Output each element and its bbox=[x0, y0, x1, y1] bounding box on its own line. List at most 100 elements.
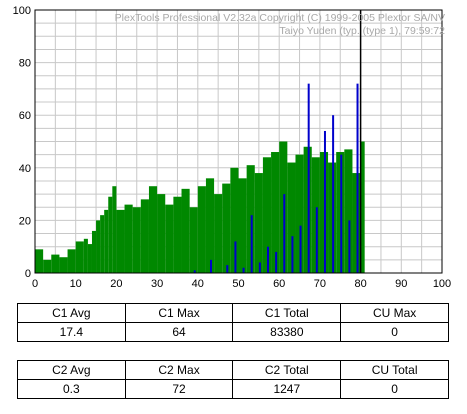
c1-bar bbox=[157, 194, 166, 273]
c2-bar bbox=[332, 115, 335, 273]
c2-bar bbox=[193, 270, 196, 273]
c1-bar bbox=[262, 157, 272, 273]
c1-avg-value: 17.4 bbox=[17, 322, 126, 342]
c1-bar bbox=[222, 183, 231, 273]
x-tick-label: 10 bbox=[70, 278, 82, 290]
c1-bar bbox=[197, 186, 206, 273]
c2-bar bbox=[258, 262, 261, 273]
c1-bar bbox=[173, 196, 182, 273]
c2-avg-header: C2 Avg bbox=[17, 360, 126, 380]
x-tick-label: 50 bbox=[232, 278, 244, 290]
c2-bar bbox=[323, 130, 326, 273]
c2-bar bbox=[250, 215, 253, 273]
c1-bar bbox=[205, 178, 215, 273]
chart-axes bbox=[34, 9, 443, 274]
c2-total-header: C2 Total bbox=[232, 360, 342, 380]
c1-avg-header: C1 Avg bbox=[17, 303, 126, 323]
x-tick-label: 80 bbox=[354, 278, 366, 290]
y-tick-label: 40 bbox=[19, 163, 31, 175]
error-rate-chart: PlexTools Professional V2.32a Copyright … bbox=[13, 5, 452, 290]
header-line-2: Taiyo Yuden (typ. (type 1), 79:59:72 bbox=[279, 25, 445, 37]
c1-stats-table: C1 Avg C1 Max C1 Total CU Max 17.4 64 83… bbox=[17, 303, 449, 342]
c1-bar bbox=[140, 199, 149, 273]
x-tick-label: 90 bbox=[395, 278, 407, 290]
c1-bar bbox=[108, 196, 113, 273]
c2-bar bbox=[234, 241, 237, 273]
c1-bar bbox=[287, 162, 296, 273]
c2-bar bbox=[226, 265, 229, 273]
c2-stats-table: C2 Avg C2 Max C2 Total CU Total 0.3 72 1… bbox=[17, 360, 449, 399]
cu-total-value: 0 bbox=[340, 379, 449, 399]
c1-bar bbox=[189, 207, 198, 273]
c1-bar bbox=[295, 154, 304, 273]
c1-bar bbox=[91, 230, 97, 273]
c1-bar bbox=[87, 244, 92, 273]
c1-bar bbox=[51, 254, 60, 273]
c2-value-row: 0.3 72 1247 0 bbox=[17, 379, 449, 399]
x-tick-label: 100 bbox=[433, 278, 451, 290]
c1-bar bbox=[165, 204, 174, 273]
c1-bar bbox=[83, 238, 88, 273]
c2-bar bbox=[210, 259, 213, 273]
c2-bar bbox=[242, 267, 245, 273]
x-tick-label: 30 bbox=[151, 278, 163, 290]
y-tick-label: 0 bbox=[25, 268, 31, 280]
c2-bar bbox=[291, 236, 294, 273]
c1-max-value: 64 bbox=[124, 322, 234, 342]
c1-total-value: 83380 bbox=[232, 322, 342, 342]
c2-bar bbox=[266, 246, 269, 273]
x-tick-label: 20 bbox=[110, 278, 122, 290]
c1-bar bbox=[148, 186, 158, 273]
c1-bar bbox=[214, 194, 223, 273]
c2-error-series bbox=[193, 83, 359, 273]
c1-bar bbox=[246, 165, 255, 273]
c1-bar bbox=[59, 257, 68, 273]
c2-bar bbox=[315, 207, 318, 273]
c1-header-row: C1 Avg C1 Max C1 Total CU Max bbox=[17, 303, 449, 323]
c1-bar bbox=[67, 249, 76, 273]
tick-labels: 0 10 20 30 40 50 60 70 80 90 100 0 20 40 60 80 100 bbox=[13, 5, 452, 290]
y-tick-label: 80 bbox=[19, 58, 31, 70]
x-tick-label: 60 bbox=[273, 278, 285, 290]
c2-max-header: C2 Max bbox=[124, 360, 234, 380]
c1-bar bbox=[132, 207, 141, 273]
c1-bar bbox=[116, 209, 125, 273]
c2-total-value: 1247 bbox=[232, 379, 342, 399]
c1-value-row: 17.4 64 83380 0 bbox=[17, 322, 449, 342]
c1-bar bbox=[254, 173, 263, 273]
c2-bar bbox=[348, 220, 351, 273]
c2-bar bbox=[299, 225, 302, 273]
x-tick-label: 40 bbox=[192, 278, 204, 290]
x-tick-label: 70 bbox=[314, 278, 326, 290]
c1-bar bbox=[124, 204, 133, 273]
c2-bar bbox=[283, 194, 286, 273]
c1-bar bbox=[271, 152, 280, 273]
x-tick-label: 0 bbox=[32, 278, 38, 290]
c1-bar bbox=[96, 220, 101, 273]
c1-bar bbox=[104, 209, 109, 273]
c1-bar bbox=[181, 188, 190, 273]
c1-bar bbox=[35, 249, 44, 273]
c1-bar bbox=[43, 259, 52, 273]
cu-total-header: CU Total bbox=[340, 360, 449, 380]
c2-bar bbox=[340, 154, 343, 273]
c1-bar bbox=[100, 215, 105, 273]
c2-bar bbox=[356, 83, 359, 273]
c1-bar bbox=[360, 141, 365, 273]
c1-bar bbox=[344, 149, 353, 273]
c1-bar bbox=[112, 186, 117, 273]
cu-max-header: CU Max bbox=[340, 303, 449, 323]
c2-avg-value: 0.3 bbox=[17, 379, 126, 399]
header-line-1: PlexTools Professional V2.32a Copyright … bbox=[115, 12, 445, 24]
c1-total-header: C1 Total bbox=[232, 303, 342, 323]
c2-max-value: 72 bbox=[124, 379, 234, 399]
plot-frame bbox=[34, 9, 443, 274]
c2-bar bbox=[275, 251, 278, 273]
c2-bar bbox=[307, 83, 310, 273]
y-tick-label: 20 bbox=[19, 215, 31, 227]
y-tick-label: 60 bbox=[19, 110, 31, 122]
c1-max-header: C1 Max bbox=[124, 303, 234, 323]
c1-bar bbox=[238, 178, 247, 273]
y-tick-label: 100 bbox=[13, 5, 31, 17]
c1-bar bbox=[75, 241, 84, 273]
